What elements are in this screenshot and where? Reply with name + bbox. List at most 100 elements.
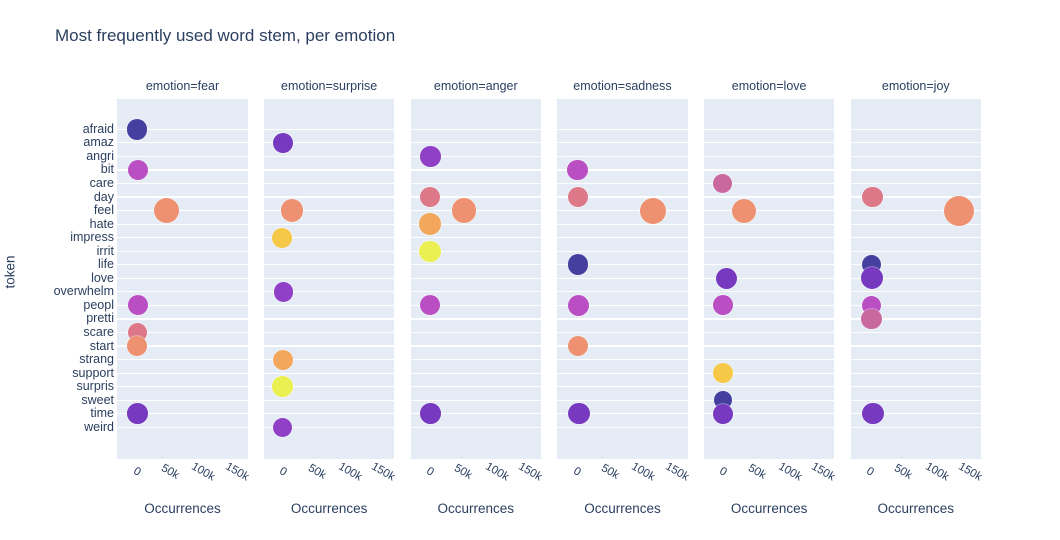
gridline bbox=[850, 386, 981, 388]
point-anger-angri[interactable] bbox=[420, 146, 441, 167]
gridline bbox=[703, 413, 835, 415]
point-fear-peopl[interactable] bbox=[127, 295, 148, 316]
gridline bbox=[410, 237, 541, 239]
gridline bbox=[557, 331, 688, 334]
gridline bbox=[410, 304, 541, 306]
plot-area-anger[interactable] bbox=[410, 99, 541, 459]
y-tick-label-afraid: afraid bbox=[82, 121, 114, 136]
y-tick-label-overwhelm: overwhelm bbox=[53, 284, 114, 299]
point-joy-day[interactable] bbox=[862, 186, 883, 208]
point-fear-afraid[interactable] bbox=[126, 119, 148, 140]
gridline bbox=[703, 318, 835, 320]
plot-area-joy[interactable] bbox=[850, 99, 981, 459]
gridline bbox=[263, 372, 395, 374]
gridline bbox=[703, 304, 835, 306]
gridline bbox=[557, 291, 688, 293]
point-fear-start[interactable] bbox=[127, 336, 148, 357]
x-axis-title-fear: Occurrences bbox=[144, 501, 221, 516]
point-surprise-impress[interactable] bbox=[272, 227, 293, 248]
gridline bbox=[703, 358, 835, 361]
gridline bbox=[850, 155, 981, 157]
gridline bbox=[850, 264, 981, 266]
point-joy-pretti[interactable] bbox=[861, 308, 882, 330]
facet-anger: emotion=anger 0 50k 100k 150k Occurrences bbox=[410, 0, 544, 540]
gridline bbox=[410, 331, 541, 334]
point-surprise-feel[interactable] bbox=[280, 199, 304, 222]
point-anger-feel[interactable] bbox=[451, 198, 477, 223]
plot-area-fear[interactable] bbox=[117, 99, 248, 459]
gridline bbox=[410, 372, 541, 374]
gridline bbox=[117, 399, 248, 401]
point-love-support[interactable] bbox=[712, 362, 734, 384]
gridline bbox=[703, 209, 835, 212]
point-surprise-weird[interactable] bbox=[272, 417, 293, 437]
gridline bbox=[703, 237, 835, 239]
plot-area-sadness[interactable] bbox=[557, 99, 688, 459]
y-axis-tick-labels: afraid amaz angri bit care day feel hate impress… bbox=[0, 0, 116, 540]
gridline bbox=[703, 264, 835, 266]
gridline bbox=[117, 358, 248, 361]
y-tick-label-surpris: surpris bbox=[76, 379, 114, 394]
point-love-feel[interactable] bbox=[732, 198, 757, 223]
gridline bbox=[850, 426, 981, 428]
y-tick-label-bit: bit bbox=[100, 162, 114, 177]
facet-title-anger: emotion=anger bbox=[433, 79, 518, 93]
facet-sadness: emotion=sadness 0 50k 100k 150k Occurrences bbox=[557, 0, 691, 540]
gridline bbox=[703, 277, 835, 279]
point-love-time[interactable] bbox=[712, 403, 733, 424]
gridline bbox=[703, 399, 835, 401]
gridline bbox=[703, 182, 835, 185]
point-anger-time[interactable] bbox=[420, 403, 441, 425]
point-joy-feel[interactable] bbox=[943, 195, 974, 226]
gridline bbox=[117, 196, 248, 198]
gridline bbox=[117, 318, 248, 320]
point-fear-feel[interactable] bbox=[153, 198, 179, 224]
point-anger-day[interactable] bbox=[420, 187, 441, 208]
gridline bbox=[117, 372, 248, 374]
point-fear-bit[interactable] bbox=[128, 159, 149, 180]
point-love-care[interactable] bbox=[712, 173, 733, 194]
point-sadness-day[interactable] bbox=[567, 186, 589, 208]
gridline bbox=[850, 237, 981, 239]
point-fear-time[interactable] bbox=[127, 403, 148, 425]
point-anger-irrit[interactable] bbox=[419, 240, 441, 262]
gridline bbox=[703, 426, 835, 428]
point-surprise-strang[interactable] bbox=[272, 349, 293, 370]
point-sadness-start[interactable] bbox=[567, 336, 588, 357]
y-tick-label-amaz: amaz bbox=[83, 135, 114, 150]
facet-title-joy: emotion=joy bbox=[881, 79, 950, 93]
gridline bbox=[557, 196, 688, 198]
x-tick-label-love-100k: 100k bbox=[776, 460, 804, 484]
gridline bbox=[557, 128, 688, 130]
gridline bbox=[557, 318, 688, 320]
gridline bbox=[850, 209, 981, 212]
point-anger-hate[interactable] bbox=[419, 213, 441, 235]
point-love-love[interactable] bbox=[715, 267, 738, 289]
gridline bbox=[557, 358, 688, 361]
plot-area-surprise[interactable] bbox=[263, 99, 395, 459]
point-joy-love[interactable] bbox=[861, 267, 884, 290]
x-axis-title-sadness: Occurrences bbox=[584, 501, 661, 516]
y-tick-label-strang: strang bbox=[79, 352, 114, 367]
gridline bbox=[410, 291, 541, 293]
point-sadness-feel[interactable] bbox=[639, 197, 666, 224]
point-sadness-peopl[interactable] bbox=[567, 294, 589, 316]
point-sadness-life[interactable] bbox=[567, 254, 589, 276]
gridline bbox=[263, 386, 395, 388]
plot-area-love[interactable] bbox=[703, 99, 835, 459]
point-sadness-time[interactable] bbox=[568, 403, 590, 425]
gridline bbox=[117, 291, 248, 293]
gridline bbox=[850, 331, 981, 334]
facet-love: emotion=love 0 50k 100k 150k Occurrences bbox=[703, 0, 837, 540]
point-anger-peopl[interactable] bbox=[420, 295, 441, 316]
point-love-peopl[interactable] bbox=[712, 295, 733, 316]
point-sadness-bit[interactable] bbox=[567, 159, 588, 181]
point-joy-time[interactable] bbox=[862, 403, 884, 425]
gridline bbox=[850, 223, 981, 225]
gridline bbox=[850, 128, 981, 130]
point-surprise-surpris[interactable] bbox=[272, 376, 293, 397]
point-surprise-overwhelm[interactable] bbox=[273, 282, 294, 302]
point-surprise-amaz[interactable] bbox=[272, 132, 294, 154]
gridline bbox=[263, 264, 395, 266]
